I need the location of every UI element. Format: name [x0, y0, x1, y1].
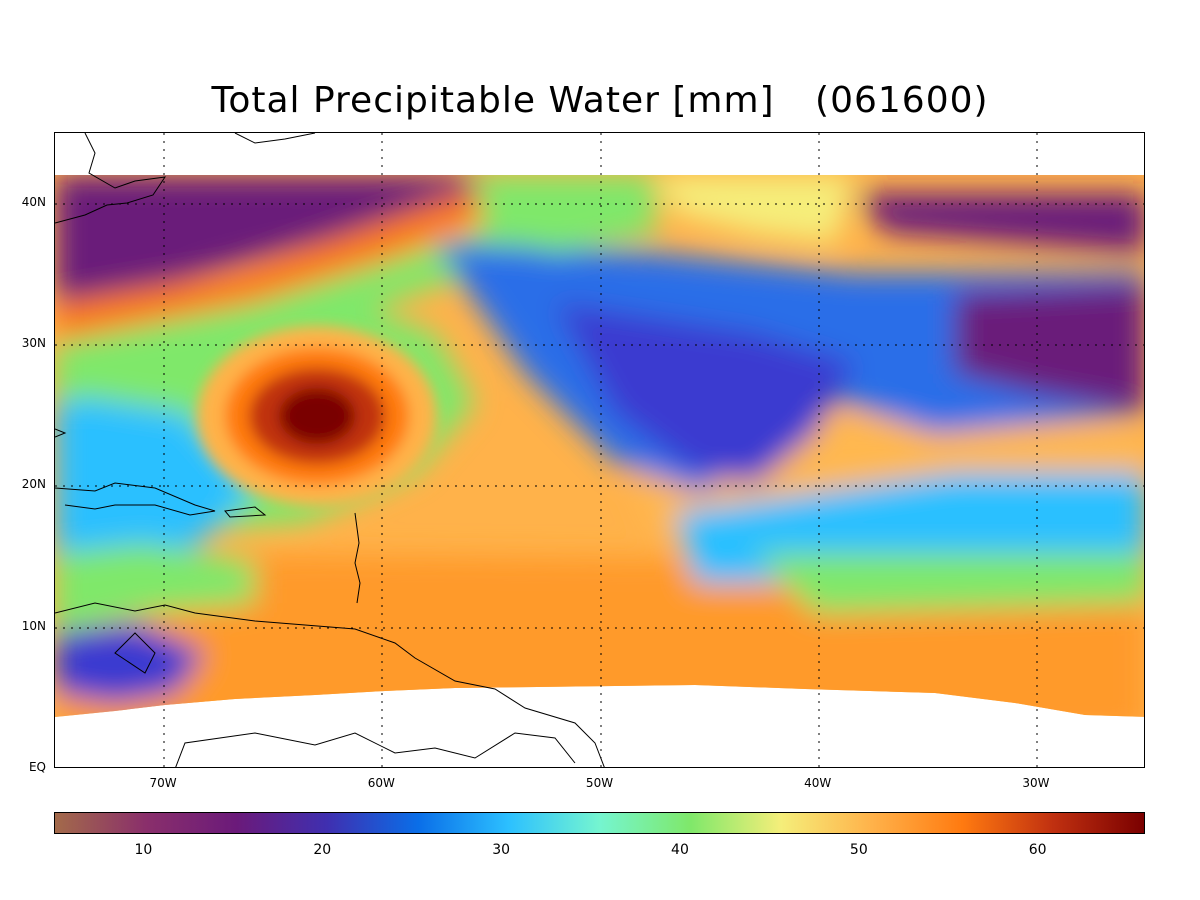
colorbar-tick-label: 40 [671, 842, 689, 858]
colorbar [54, 812, 1145, 834]
colorbar-tick-label: 30 [492, 842, 511, 858]
coastlines [55, 133, 605, 767]
florida-coast [55, 428, 67, 438]
colorbar-tick-label: 10 [134, 842, 153, 858]
lon-label: 70W [149, 776, 177, 790]
colorbar-tick-label: 60 [1028, 842, 1047, 858]
lon-label: 40W [804, 776, 832, 790]
colorbar-tick-label: 20 [313, 842, 332, 858]
map-panel [54, 132, 1145, 768]
lat-label: EQ [28, 760, 46, 774]
lon-label: 30W [1022, 776, 1050, 790]
lat-label: 10N [21, 618, 46, 633]
lat-label: 30N [21, 336, 46, 350]
title-text: Total Precipitable Water [mm] [211, 80, 775, 121]
lat-label: 20N [21, 477, 46, 492]
south-america-coast [55, 602, 605, 767]
puerto-rico-coast [224, 506, 267, 518]
map-title: Total Precipitable Water [mm] (061600) [0, 80, 1200, 121]
lesser-antilles [354, 512, 361, 604]
hispaniola-coast [55, 482, 216, 516]
nova-scotia-coast [234, 133, 316, 144]
hurricane [197, 326, 437, 506]
lat-label: 40N [21, 194, 46, 209]
tpw-field [55, 175, 1144, 717]
graticule [55, 133, 1144, 767]
lon-label: 50W [585, 776, 614, 790]
precipitable-water-map [55, 133, 1144, 767]
colorbar-tick-label: 50 [849, 842, 868, 858]
north-america-coast [55, 133, 167, 224]
lake-maracaibo [114, 632, 156, 674]
interior-borders [175, 732, 576, 767]
title-date: (061600) [815, 80, 989, 121]
lon-label: 60W [367, 776, 395, 790]
